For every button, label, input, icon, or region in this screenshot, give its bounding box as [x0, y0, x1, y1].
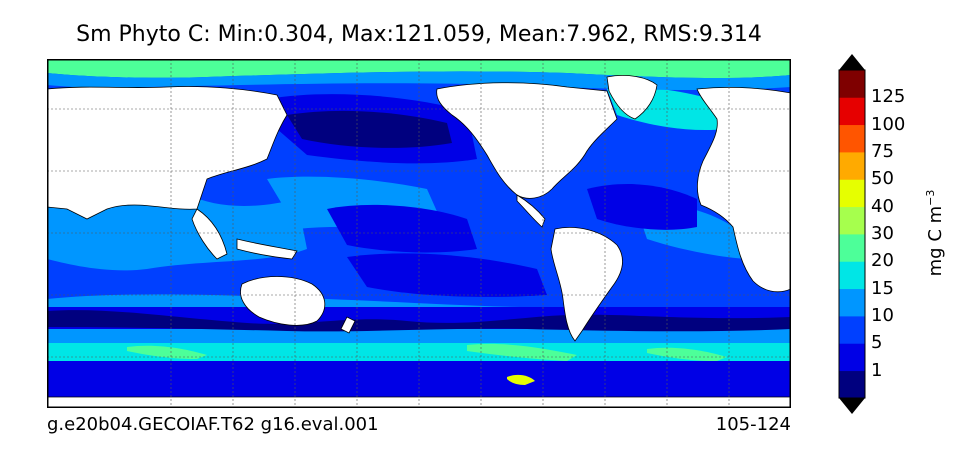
year-range: 105-124: [715, 414, 791, 435]
land-australia: [240, 276, 326, 326]
land-greenland: [606, 75, 658, 120]
colorbar-segment: [839, 343, 865, 372]
colorbar-tick-label: 100: [871, 113, 906, 135]
graticule: [47, 59, 791, 408]
land-new-zealand: [340, 316, 356, 334]
subtropical-gyre-pacific: [327, 204, 477, 253]
colorbar-segment: [839, 206, 865, 235]
map-title: Sm Phyto C: Min:0.304, Max:121.059, Mean…: [76, 22, 762, 47]
land-se-asia: [191, 208, 298, 260]
colorbar-segment: [839, 179, 865, 208]
colorbar-segment: [839, 261, 865, 290]
colorbar-tick-label: 15: [871, 277, 894, 299]
land-north-america: [436, 82, 618, 199]
colorbar-segment: [839, 70, 865, 98]
colorbar-segment: [839, 316, 865, 344]
colorbar-segment: [839, 152, 865, 180]
land-central-america: [516, 194, 546, 228]
south-pacific-gyre: [347, 253, 547, 297]
colorbar-label: mg C m−3: [924, 189, 946, 277]
land-antarctica-tip: [47, 396, 791, 408]
colorbar-tick-label: 1: [871, 359, 883, 381]
land-africa-europe: [696, 86, 791, 293]
colorbar-tick-label: 75: [871, 141, 894, 162]
colorbar-tick-label: 125: [871, 86, 906, 108]
ocean-map: [47, 59, 791, 408]
colorbar-tick-label: 5: [871, 332, 883, 354]
colorbar-tick-label: 50: [871, 168, 894, 190]
colorbar-tick-label: 40: [871, 195, 894, 217]
land-south-america: [550, 226, 623, 342]
colorbar-segment: [839, 370, 865, 399]
colorbar-top-arrow: [839, 54, 865, 70]
colorbar-tick-label: 20: [871, 250, 894, 272]
colorbar-tick-label: 10: [871, 305, 894, 326]
colorbar-segment: [839, 234, 865, 262]
antarctic-yellow-spot: [507, 374, 535, 385]
colorbar-tick-label: 30: [871, 223, 894, 244]
colorbar-segment: [839, 124, 865, 153]
land-eurasia: [47, 86, 288, 220]
colorbar-segment: [839, 97, 865, 126]
atlantic-gyre: [587, 184, 697, 230]
colorbar-bottom-arrow: [839, 398, 865, 414]
north-pacific-dark-core: [287, 110, 452, 148]
map-border: [47, 59, 791, 408]
case-name: g.e20b04.GECOIAF.T62 g16.eval.001: [47, 414, 379, 435]
colorbar: [838, 54, 866, 414]
colorbar-segment: [839, 288, 865, 317]
